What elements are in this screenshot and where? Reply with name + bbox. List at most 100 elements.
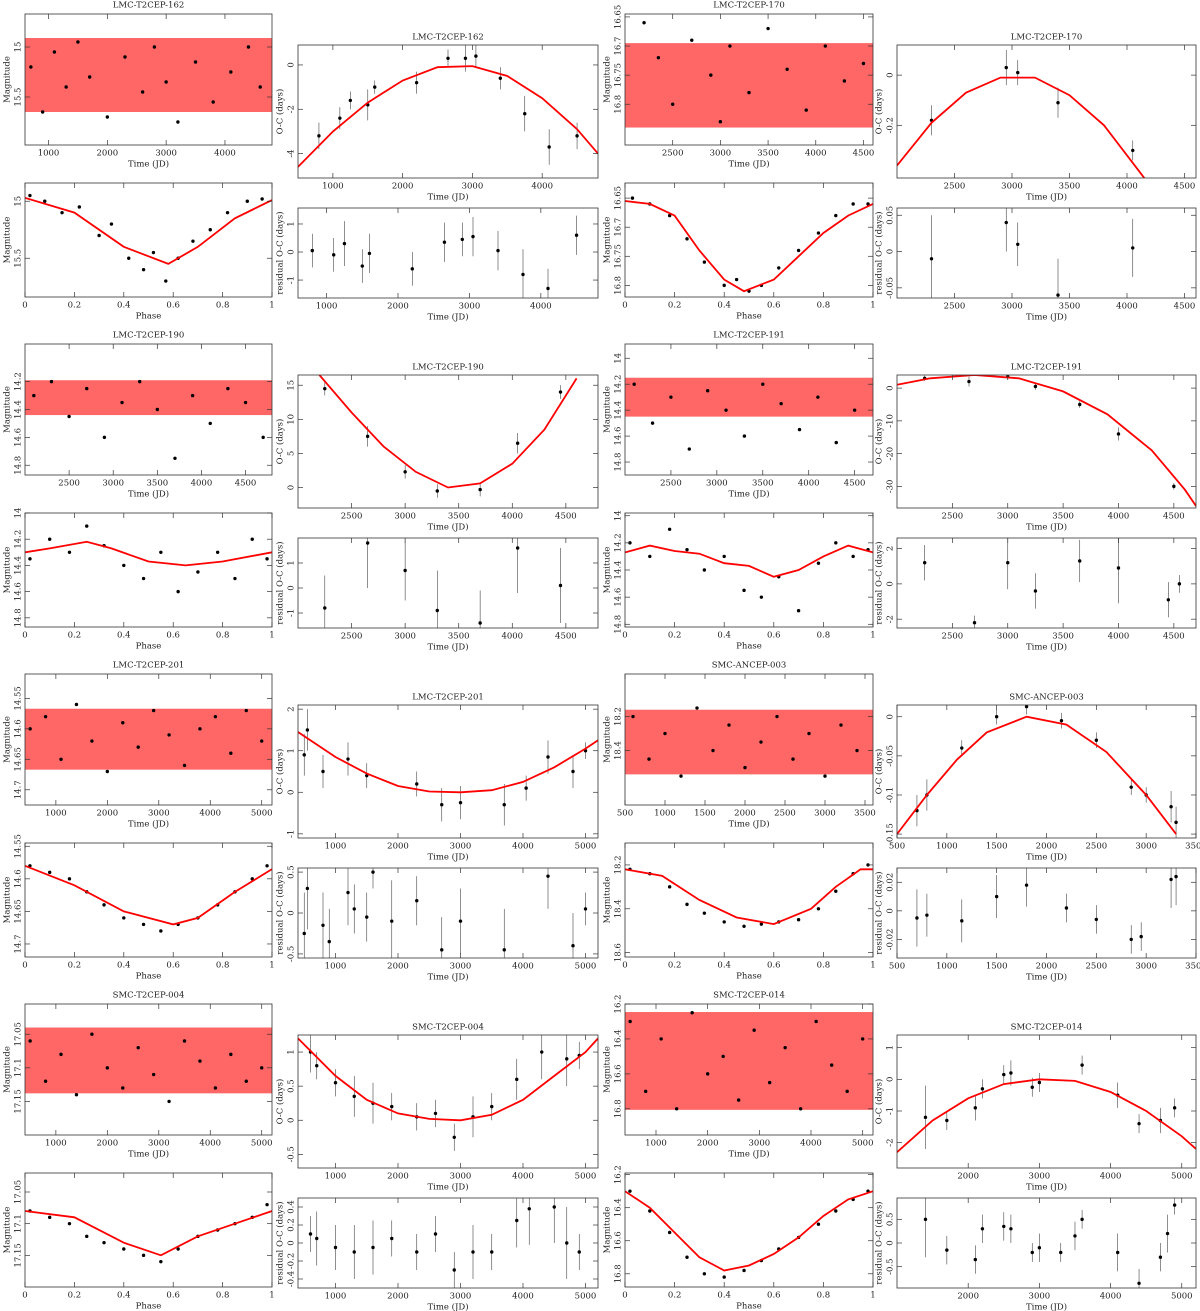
data-point [102, 1240, 106, 1245]
y-axis-label: O-C (days) [874, 419, 885, 465]
data-point [390, 1236, 394, 1241]
data-point [575, 134, 579, 138]
data-point [855, 748, 859, 753]
panel: 2500 3000 3500 4000 4500 -0.05 0 0.05 Time (JD) r… [874, 206, 1197, 323]
y-axis-label: Magnitude [603, 716, 613, 763]
data-point [245, 199, 249, 203]
frame [24, 842, 273, 958]
x-tick-label: 0.8 [817, 301, 831, 311]
x-tick-label: 500 [889, 842, 905, 852]
data-point [403, 470, 407, 474]
data-point [1172, 484, 1176, 489]
data-point [410, 267, 414, 271]
fit-curve [25, 196, 272, 265]
data-point [198, 1059, 202, 1063]
frame [896, 867, 1197, 959]
y-tick-label: 0.02 [886, 873, 896, 892]
data-point [305, 728, 310, 732]
y-tick-label: -0.05 [886, 745, 896, 767]
y-tick-label: 0 [886, 72, 896, 77]
x-tick-label: 4000 [199, 1139, 221, 1149]
data-point [136, 1045, 140, 1050]
panel: 2500 3000 3500 4000 4500 -2 0 2 Time (JD) residua… [874, 537, 1197, 653]
frame [297, 537, 599, 629]
data-point [1033, 589, 1038, 593]
x-tick-label: 2500 [944, 182, 966, 192]
y-tick-label: 2 [287, 706, 297, 711]
data-point [258, 85, 262, 89]
y-axis-label: Magnitude [3, 547, 13, 594]
data-point [246, 45, 251, 49]
data-point [28, 727, 32, 731]
data-point [552, 1205, 556, 1209]
y-axis-label: Magnitude [3, 386, 13, 433]
fit-curve [625, 1190, 873, 1272]
data-point [333, 1081, 338, 1085]
panel: 500 1000 1500 2000 2500 3000 3500 -0.02 0 0.02 Tim… [874, 867, 1200, 983]
x-axis-label: Time (JD) [1026, 1182, 1067, 1193]
y-tick-label: 17.1 [14, 1058, 24, 1077]
y-tick-label: 0 [886, 714, 896, 719]
data-point [752, 1028, 756, 1032]
x-tick-label: 1 [870, 1291, 875, 1301]
data-point [265, 557, 269, 561]
y-tick-label: 0 [287, 485, 297, 490]
data-point [574, 233, 579, 237]
x-axis-label: Time (JD) [427, 522, 468, 533]
model-band [625, 1012, 873, 1110]
data-point [60, 210, 64, 215]
data-point [460, 237, 464, 242]
y-axis-label: Magnitude [603, 1046, 613, 1093]
y-axis-label: residual O-C (days) [275, 211, 286, 294]
y-tick-label: 16.4 [614, 1198, 624, 1217]
data-point [759, 595, 764, 599]
x-tick-label: 0 [622, 961, 627, 971]
y-tick-label: -1 [886, 1107, 896, 1115]
x-tick-label: 3500 [1185, 962, 1200, 972]
data-point [442, 240, 447, 244]
data-point [67, 1221, 72, 1226]
fit-curve [897, 1078, 1196, 1153]
data-point [360, 264, 364, 268]
data-point [452, 1135, 456, 1140]
data-point [583, 907, 588, 911]
x-axis-label: Time (JD) [728, 819, 769, 830]
frame [297, 374, 599, 509]
x-axis-label: Time (JD) [427, 192, 468, 203]
data-point [524, 786, 528, 790]
y-tick-label: 0 [287, 790, 297, 795]
data-point [690, 38, 694, 42]
data-point [667, 527, 672, 531]
y-tick-label: 14.8 [614, 615, 624, 634]
x-tick-label: 3000 [394, 632, 416, 642]
fit-curve [897, 76, 1146, 178]
x-tick-label: 0.2 [668, 301, 682, 311]
data-point [702, 911, 707, 915]
data-point [656, 55, 661, 60]
x-tick-label: 3000 [1029, 1172, 1051, 1182]
data-point [1037, 1080, 1042, 1085]
data-point [742, 434, 747, 438]
data-point [1024, 883, 1029, 887]
data-point [308, 1232, 313, 1236]
y-tick-label: 14.4 [14, 556, 24, 575]
data-point [87, 75, 92, 79]
y-tick-label: -0.1 [886, 787, 896, 803]
panel: 1000 2000 3000 4000 5000 17.05 17.1 17.15 SMC-T2… [3, 991, 273, 1160]
data-point [261, 435, 265, 440]
data-point [775, 714, 779, 719]
data-point [565, 1241, 569, 1245]
x-tick-label: 2500 [1086, 842, 1108, 852]
data-point [546, 286, 550, 291]
data-point [724, 408, 728, 412]
x-axis-label: Time (JD) [427, 1302, 468, 1311]
data-point [85, 1234, 89, 1239]
data-point [527, 1207, 531, 1211]
data-point [452, 1268, 456, 1272]
y-axis-label: Magnitude [603, 386, 613, 433]
data-point [28, 1039, 32, 1043]
x-tick-label: 3000 [450, 842, 472, 852]
x-tick-label: 3000 [148, 809, 170, 819]
data-point [28, 193, 32, 198]
